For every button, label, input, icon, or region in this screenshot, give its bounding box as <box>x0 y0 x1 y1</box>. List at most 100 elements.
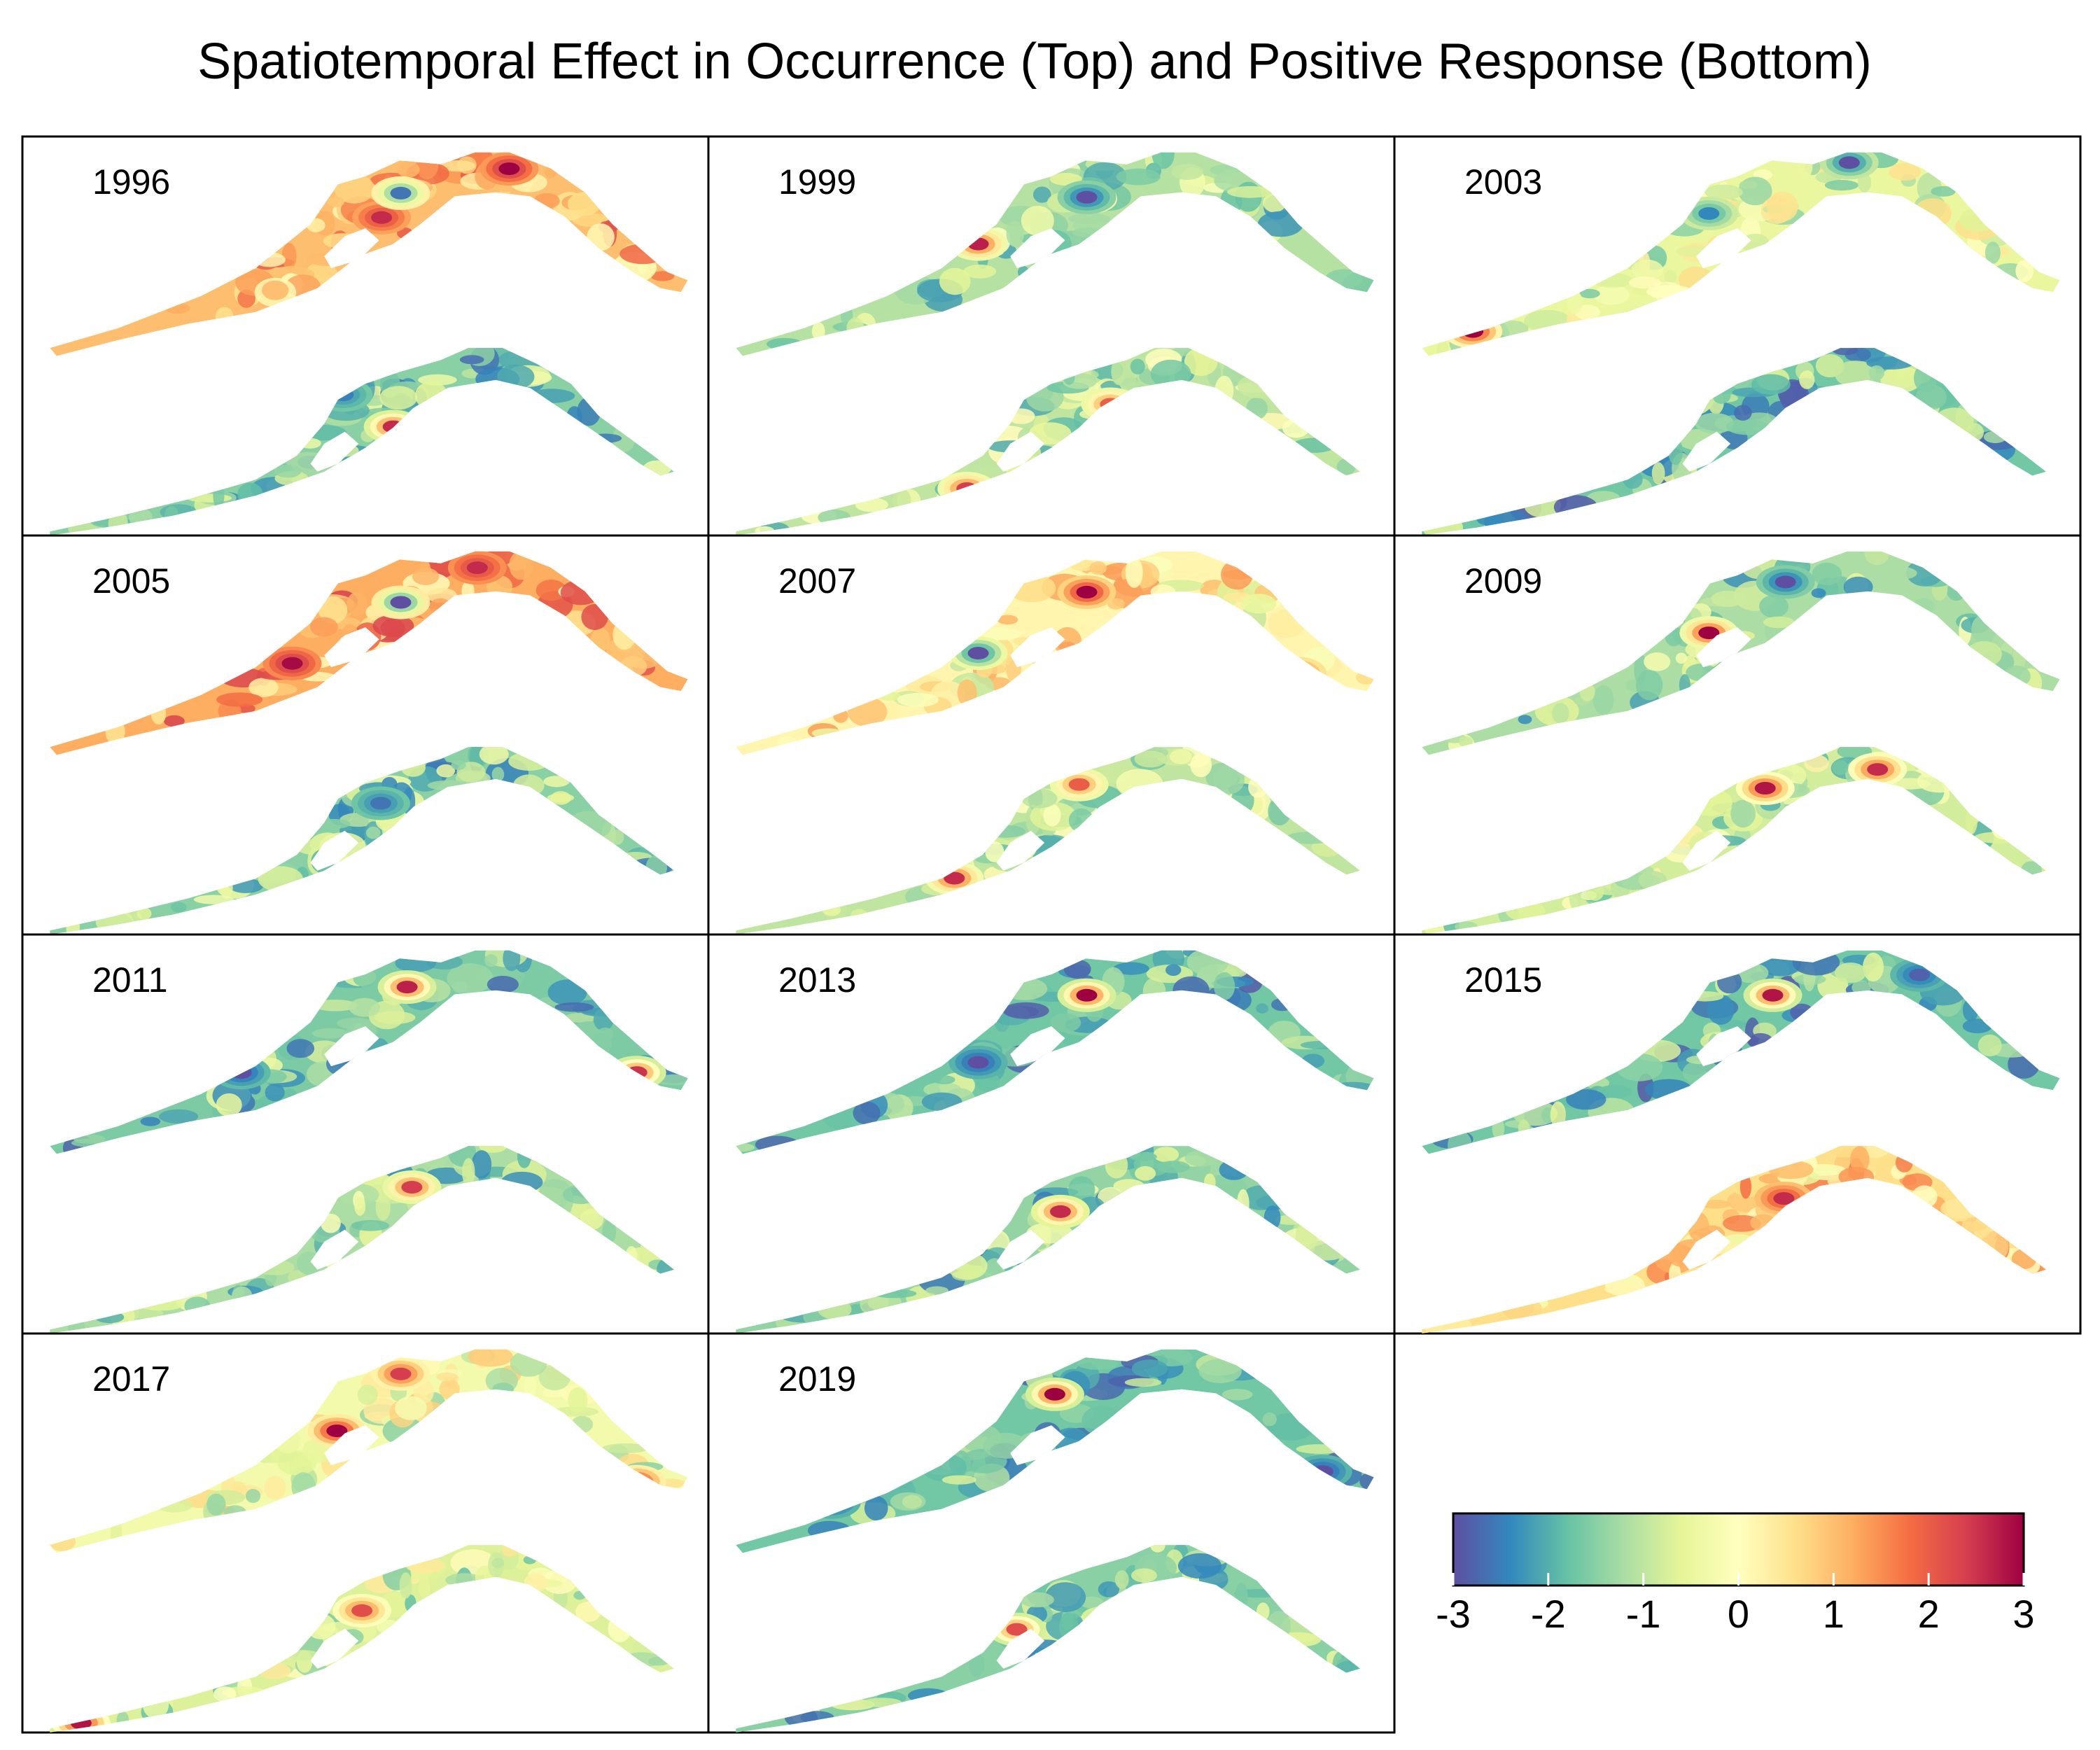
occurrence-map-cell <box>1131 1359 1168 1378</box>
occurrence-map-cell <box>1812 562 1842 586</box>
occurrence-map-cell <box>1566 1089 1606 1110</box>
positive-response-map-cell <box>354 1197 366 1216</box>
positive-response-map-cell <box>1130 358 1145 374</box>
occurrence-map-cell <box>1835 962 1867 983</box>
occurrence-map-cell <box>262 280 289 300</box>
occurrence-map-cell <box>397 161 420 178</box>
occurrence-map-island <box>324 1026 379 1067</box>
colorbar-tick-label: 0 <box>1728 1592 1749 1636</box>
positive-response-map-cell <box>1169 749 1192 764</box>
occurrence-map-hotspot <box>371 211 393 224</box>
positive-response-map-hotspot <box>351 1604 373 1617</box>
occurrence-map-cell <box>1931 186 1956 197</box>
positive-response-map-cell <box>1695 412 1734 434</box>
positive-response-map-field <box>736 1146 1360 1334</box>
occurrence-map-cell <box>1125 556 1143 588</box>
occurrence-map-cell <box>1006 220 1024 247</box>
panel-2011: 2011 <box>21 933 710 1335</box>
occurrence-map-cell <box>1874 566 1917 580</box>
occurrence-map-cell <box>1050 1013 1082 1032</box>
positive-response-map-cell <box>479 747 509 765</box>
occurrence-map-cell <box>310 617 338 637</box>
occurrence-map-cell <box>1068 213 1111 225</box>
panel-year-label: 1996 <box>92 162 170 202</box>
positive-response-map-cell <box>1020 1592 1054 1608</box>
colorbar-tick-label: 1 <box>1823 1592 1844 1636</box>
occurrence-map-cell <box>1579 288 1600 299</box>
occurrence-map-island <box>1696 228 1751 269</box>
positive-response-map-cell <box>1153 1147 1180 1163</box>
occurrence-map-cell <box>1113 962 1149 975</box>
panel-2017: 2017 <box>21 1332 710 1734</box>
occurrence-map-cell <box>281 242 297 270</box>
occurrence-map-cell <box>395 1396 427 1420</box>
occurrence-map-hotspot <box>1838 156 1860 169</box>
occurrence-map-cell <box>1628 276 1661 289</box>
occurrence-map-cell <box>346 592 368 616</box>
colorbar-tick-label: -2 <box>1531 1592 1566 1636</box>
positive-response-map-cell <box>1734 405 1752 421</box>
positive-response-map-cell <box>610 829 624 845</box>
panel-2013: 2013 <box>707 933 1396 1335</box>
occurrence-map-cell <box>941 1475 976 1485</box>
occurrence-map-cell <box>1459 736 1473 748</box>
occurrence-map-cell <box>853 1101 881 1125</box>
occurrence-map-hotspot <box>390 1367 412 1380</box>
occurrence-map-cell <box>1124 1378 1162 1387</box>
occurrence-map-cell <box>1596 1085 1632 1099</box>
positive-response-map-island <box>310 431 359 472</box>
occurrence-map-cell <box>1631 259 1663 280</box>
occurrence-map-island <box>1010 1425 1065 1466</box>
occurrence-map-cell <box>412 568 440 585</box>
occurrence-map-island <box>1010 1026 1065 1067</box>
occurrence-map-cell <box>318 596 348 624</box>
positive-response-map-cell <box>1177 1553 1222 1579</box>
occurrence-map-cell <box>997 615 1018 625</box>
occurrence-map-cell <box>216 692 263 707</box>
occurrence-map-cell <box>1166 964 1182 976</box>
occurrence-map-cell <box>963 264 997 279</box>
positive-response-map-cell <box>351 1220 390 1231</box>
occurrence-map-cell <box>554 1002 594 1012</box>
occurrence-map-cell <box>426 587 457 603</box>
occurrence-map-cell <box>265 1084 285 1102</box>
positive-response-map-cell <box>1130 1568 1157 1583</box>
positive-response-map-cell <box>1799 370 1815 389</box>
occurrence-map-cell <box>248 678 279 697</box>
positive-response-map-cell <box>1832 348 1858 356</box>
positive-response-map-cell <box>459 355 484 365</box>
occurrence-map-cell <box>1763 616 1795 629</box>
occurrence-map-hotspot <box>390 186 412 200</box>
occurrence-map-hotspot <box>390 596 412 609</box>
positive-response-map-island <box>996 1628 1045 1669</box>
occurrence-map-base <box>50 152 688 356</box>
occurrence-map-cell <box>1222 1389 1253 1401</box>
positive-response-map-cell <box>462 1158 475 1187</box>
positive-response-map-hotspot <box>1773 1192 1795 1205</box>
occurrence-map-cell <box>337 1017 374 1030</box>
occurrence-map-island <box>324 1425 379 1466</box>
positive-response-map-cell <box>1730 799 1756 828</box>
occurrence-map-hotspot <box>1909 968 1931 981</box>
occurrence-map-cell <box>1592 685 1614 715</box>
occurrence-map-field <box>736 1349 1374 1553</box>
positive-response-map-cell <box>1111 357 1126 386</box>
occurrence-map-cell <box>1704 184 1743 200</box>
occurrence-map-cell <box>887 701 899 720</box>
occurrence-map-cell <box>164 715 185 727</box>
occurrence-map-cell <box>1002 1002 1049 1019</box>
occurrence-map-cell <box>440 160 476 172</box>
positive-response-map-cell <box>1651 462 1665 484</box>
positive-response-map-cell <box>1028 422 1072 444</box>
occurrence-map-cell <box>1636 669 1663 701</box>
occurrence-map-cell <box>1256 1003 1268 1014</box>
occurrence-map-cell <box>1152 152 1175 169</box>
positive-response-map-cell <box>969 1653 985 1677</box>
occurrence-map-hotspot <box>1044 1387 1065 1401</box>
panel-2007: 2007 <box>707 534 1396 936</box>
positive-response-map-cell <box>451 760 466 770</box>
occurrence-map-cell <box>216 1093 242 1117</box>
occurrence-map-cell <box>1077 1357 1119 1370</box>
